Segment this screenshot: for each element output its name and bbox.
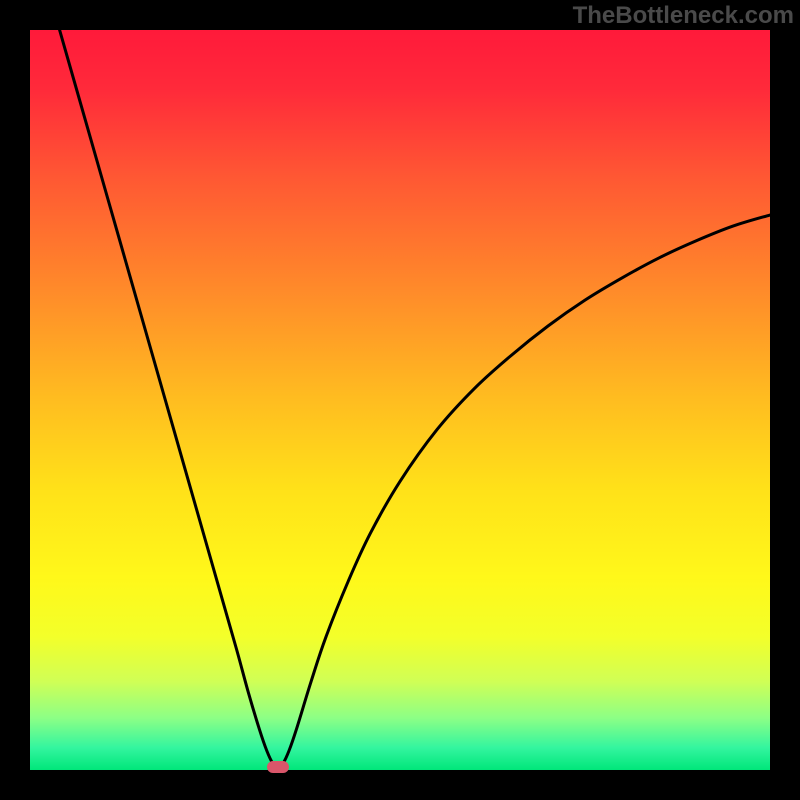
optimal-point-marker [267,761,289,773]
chart-container: TheBottleneck.com [0,0,800,800]
watermark-text: TheBottleneck.com [573,2,794,30]
plot-area [30,30,770,770]
bottleneck-curve [30,30,770,770]
